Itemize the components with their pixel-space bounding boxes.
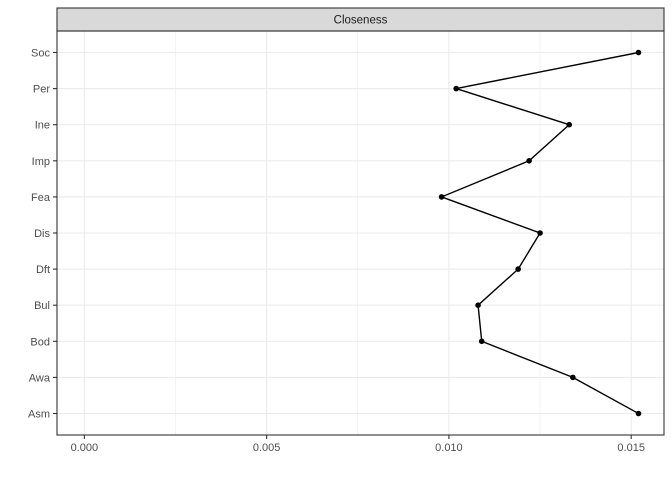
x-tick-label: 0.010 <box>435 442 463 454</box>
data-point-bul <box>475 302 481 309</box>
x-tick-label: 0.015 <box>617 442 645 454</box>
x-tick-label: 0.005 <box>253 442 281 454</box>
data-point-bod <box>478 338 485 345</box>
y-tick-label: Dft <box>36 264 50 276</box>
data-point-fea <box>438 194 445 200</box>
data-point-ine <box>566 121 573 128</box>
data-series <box>438 49 642 417</box>
data-point-soc <box>635 49 642 56</box>
y-tick-label: Asm <box>28 409 50 421</box>
x-axis: 0.000 0.005 0.010 0.015 <box>71 435 645 454</box>
data-point-imp <box>526 158 532 164</box>
data-point-asm <box>635 410 642 417</box>
x-tick-label: 0.000 <box>71 442 99 454</box>
y-tick-label: Soc <box>31 48 50 60</box>
data-point-awa <box>570 374 576 381</box>
y-tick-label: Dis <box>34 228 50 240</box>
y-tick-label: Fea <box>31 192 51 204</box>
major-gridlines <box>57 31 664 435</box>
y-tick-label: Bod <box>30 336 50 348</box>
y-tick-label: Bul <box>34 300 50 312</box>
data-point-per <box>453 85 459 92</box>
facet-strip-label: Closeness <box>334 15 388 27</box>
y-tick-label: Awa <box>29 372 51 384</box>
y-tick-label: Per <box>33 84 50 96</box>
y-tick-label: Ine <box>35 120 50 132</box>
y-tick-label: Imp <box>32 156 50 168</box>
data-point-dft <box>515 266 521 272</box>
data-point-dis <box>537 230 543 236</box>
y-axis: Asm Awa Bod Bul Dft Dis Fea Imp Ine Per Soc <box>28 48 57 421</box>
